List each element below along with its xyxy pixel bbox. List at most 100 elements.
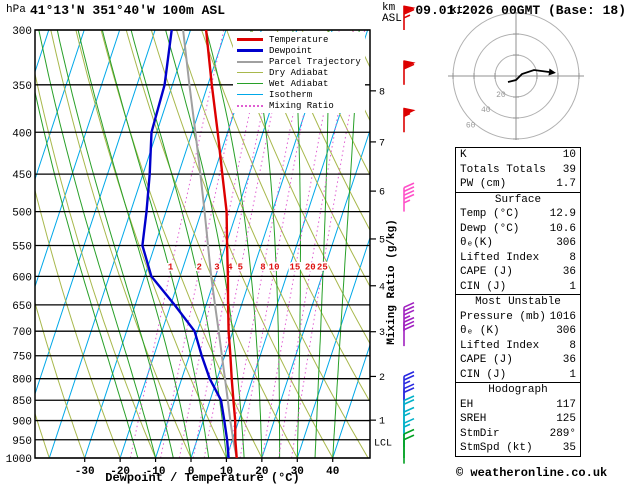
- legend-swatch-dry-adiabat: [237, 72, 263, 73]
- table-row: StmSpd (kt) 35: [456, 441, 580, 456]
- svg-text:2: 2: [196, 262, 201, 272]
- svg-text:7: 7: [379, 138, 385, 149]
- svg-text:950: 950: [12, 436, 32, 448]
- svg-text:2: 2: [379, 373, 385, 384]
- table-row-label: StmDir: [460, 427, 500, 440]
- legend-item-isotherm: Isotherm: [237, 89, 361, 100]
- km-label: km: [382, 2, 396, 14]
- table-row-value: 117: [556, 398, 576, 411]
- table-row: PW (cm) 1.7: [456, 177, 580, 192]
- mixing-ratio-axis-label: Mixing Ratio (g/kg): [386, 219, 398, 345]
- legend-item-parcel-trajectory: Parcel Trajectory: [237, 56, 361, 67]
- hodograph-unit-label: kt: [450, 5, 464, 17]
- table-section: K 10 Totals Totals 39 PW (cm) 1.7: [455, 147, 581, 193]
- table-row-label: Lifted Index: [460, 251, 540, 264]
- table-row-value: 12.9: [549, 208, 576, 220]
- table-row-label: θₑ(K): [460, 237, 494, 249]
- altitude-unit-label: km ASL: [382, 3, 402, 25]
- hodograph-trace: [507, 69, 550, 83]
- table-section: Hodograph EH 117 SREH 125 StmDir 289° StmSpd (k…: [455, 382, 581, 457]
- table-row: Pressure (mb) 1016: [456, 310, 580, 325]
- table-section-title: Surface: [494, 193, 542, 206]
- plot-legend: Temperature Dewpoint Parcel Trajectory Dry …: [233, 32, 365, 113]
- svg-text:1000: 1000: [6, 454, 32, 466]
- svg-text:15: 15: [290, 262, 301, 272]
- svg-text:350: 350: [12, 81, 32, 93]
- svg-text:-10: -10: [146, 466, 166, 478]
- legend-swatch-temperature: [237, 38, 263, 41]
- table-row-label: CAPE (J): [460, 266, 513, 278]
- table-row: SREH 125: [456, 412, 580, 427]
- dewpoint-curve: [141, 30, 230, 458]
- table-row-value: 35: [562, 442, 576, 454]
- hodograph: 20 40 60: [448, 12, 584, 140]
- legend-label: Parcel Trajectory: [269, 56, 361, 67]
- legend-label: Dry Adiabat: [269, 67, 329, 78]
- svg-text:25: 25: [317, 262, 328, 272]
- legend-item-wet-adiabat: Wet Adiabat: [237, 78, 361, 89]
- svg-text:450: 450: [12, 170, 32, 182]
- hodograph-arrowhead: [548, 68, 556, 76]
- table-row-label: Totals Totals: [460, 163, 546, 176]
- table-row-value: 306: [556, 237, 576, 249]
- table-row-value: 39: [562, 163, 576, 176]
- table-row-label: SREH: [460, 413, 487, 425]
- svg-text:8: 8: [260, 262, 265, 272]
- legend-swatch-isotherm: [237, 94, 263, 95]
- table-row-value: 1: [569, 368, 576, 381]
- table-row: Temp (°C) 12.9: [456, 207, 580, 222]
- table-row: Lifted Index 8: [456, 339, 580, 354]
- copyright-footer: © weatheronline.co.uk: [456, 466, 608, 480]
- table-section-title: Hodograph: [488, 384, 548, 396]
- svg-text:5: 5: [379, 235, 385, 246]
- legend-label: Dewpoint: [269, 45, 313, 56]
- table-row-label: StmSpd (kt): [460, 442, 533, 454]
- table-row-label: Pressure (mb): [460, 310, 546, 323]
- svg-text:500: 500: [12, 208, 32, 220]
- svg-text:10: 10: [269, 262, 280, 272]
- wind-barb: [403, 182, 415, 212]
- table-section: Surface Temp (°C) 12.9 Dewp (°C) 10.6 θₑ(K) 30…: [455, 191, 581, 295]
- svg-text:-20: -20: [110, 466, 130, 478]
- table-row: CAPE (J) 36: [456, 265, 580, 280]
- legend-item-temperature: Temperature: [237, 34, 361, 45]
- table-row: Totals Totals 39: [456, 163, 580, 178]
- table-row: K 10: [456, 148, 580, 163]
- table-row-value: 1: [569, 280, 576, 293]
- svg-text:750: 750: [12, 352, 32, 364]
- table-row-value: 1016: [549, 310, 576, 323]
- svg-text:600: 600: [12, 272, 32, 284]
- legend-swatch-dewpoint: [237, 49, 263, 52]
- svg-text:-30: -30: [75, 466, 95, 478]
- table-row: Lifted Index 8: [456, 251, 580, 266]
- indices-table: K 10 Totals Totals 39 PW (cm) 1.7 Surface Temp …: [455, 147, 581, 457]
- wind-barb: [403, 5, 416, 30]
- legend-item-dewpoint: Dewpoint: [237, 45, 361, 56]
- table-row-value: 8: [569, 339, 576, 352]
- altitude-axis: 8 7 6 5 4 3 2 1: [370, 87, 385, 428]
- table-row-label: EH: [460, 398, 474, 411]
- wind-barb-column: [403, 5, 416, 464]
- hodograph-ring-label: 60: [466, 121, 476, 130]
- temperature-axis-label: Dewpoint / Temperature (°C): [105, 471, 300, 485]
- svg-text:1: 1: [379, 417, 385, 428]
- pressure-axis-labels: 300 350 400 450 500 550 600 650 700 750 800 850 900 9…: [6, 26, 32, 466]
- table-row: CIN (J) 1: [456, 280, 580, 295]
- svg-text:40: 40: [326, 466, 339, 478]
- mixing-ratio-lines: [129, 30, 366, 458]
- table-row-value: 289°: [549, 427, 576, 440]
- svg-text:30: 30: [291, 466, 304, 478]
- table-row: Dewp (°C) 10.6: [456, 222, 580, 237]
- table-row-label: CIN (J): [460, 368, 507, 381]
- svg-text:3: 3: [379, 328, 385, 339]
- asl-label: ASL: [382, 13, 402, 25]
- mixing-ratio-labels: 1 2 3 4 5 8 10 15 20 25: [166, 261, 329, 274]
- table-row-label: CAPE (J): [460, 354, 513, 366]
- svg-text:300: 300: [12, 26, 32, 38]
- svg-text:800: 800: [12, 375, 32, 387]
- table-row-value: 36: [562, 266, 576, 278]
- svg-text:6: 6: [379, 188, 385, 199]
- legend-swatch-wet-adiabat: [237, 83, 263, 84]
- table-row: CIN (J) 1: [456, 368, 580, 383]
